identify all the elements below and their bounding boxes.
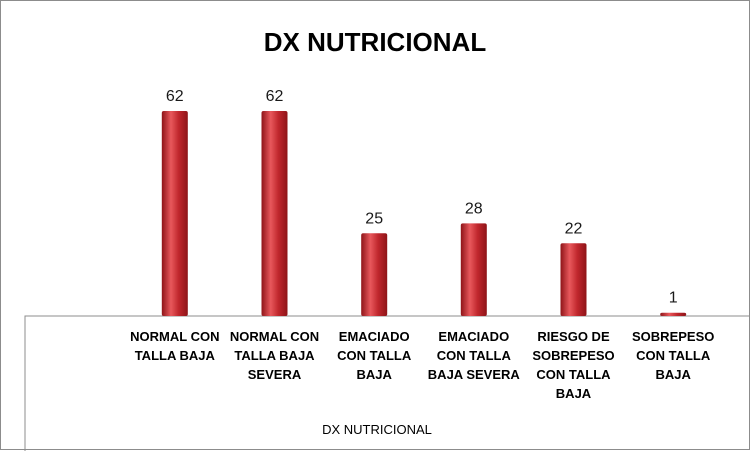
data-labels-layer: 62 62 25 28 22 1 xyxy=(166,88,678,307)
x-tick-label-4: RIESGO DE SOBREPESO CON TALLA BAJA xyxy=(532,329,614,401)
tick-labels-layer: NORMAL CON TALLA BAJA NORMAL CON TALLA BAJA… xyxy=(130,329,714,401)
x-axis-title: DX NUTRICIONAL xyxy=(322,422,432,437)
bars-layer xyxy=(161,111,687,316)
data-label-0: 62 xyxy=(166,88,184,105)
x-axis-line xyxy=(24,315,750,451)
x-tick-label-3: EMACIADO CON TALLA BAJA SEVERA xyxy=(428,329,521,382)
bar-5 xyxy=(660,312,687,316)
x-tick-label-1: NORMAL CON TALLA BAJA SEVERA xyxy=(230,329,319,382)
data-label-2: 25 xyxy=(365,210,383,227)
data-label-4: 22 xyxy=(565,220,583,237)
bar-0 xyxy=(161,111,188,316)
x-tick-label-5: SOBREPESO CON TALLA BAJA xyxy=(632,329,714,382)
bar-1 xyxy=(261,111,288,316)
x-tick-label-0: NORMAL CON TALLA BAJA xyxy=(130,329,219,363)
bar-3 xyxy=(460,223,487,316)
chart-title: DX NUTRICIONAL xyxy=(263,27,487,57)
bar-4 xyxy=(560,243,587,316)
bar-2 xyxy=(361,233,388,316)
x-tick-label-2: EMACIADO CON TALLA BAJA xyxy=(337,329,412,382)
data-label-5: 1 xyxy=(669,290,678,307)
data-label-1: 62 xyxy=(266,88,284,105)
data-label-3: 28 xyxy=(465,200,483,217)
